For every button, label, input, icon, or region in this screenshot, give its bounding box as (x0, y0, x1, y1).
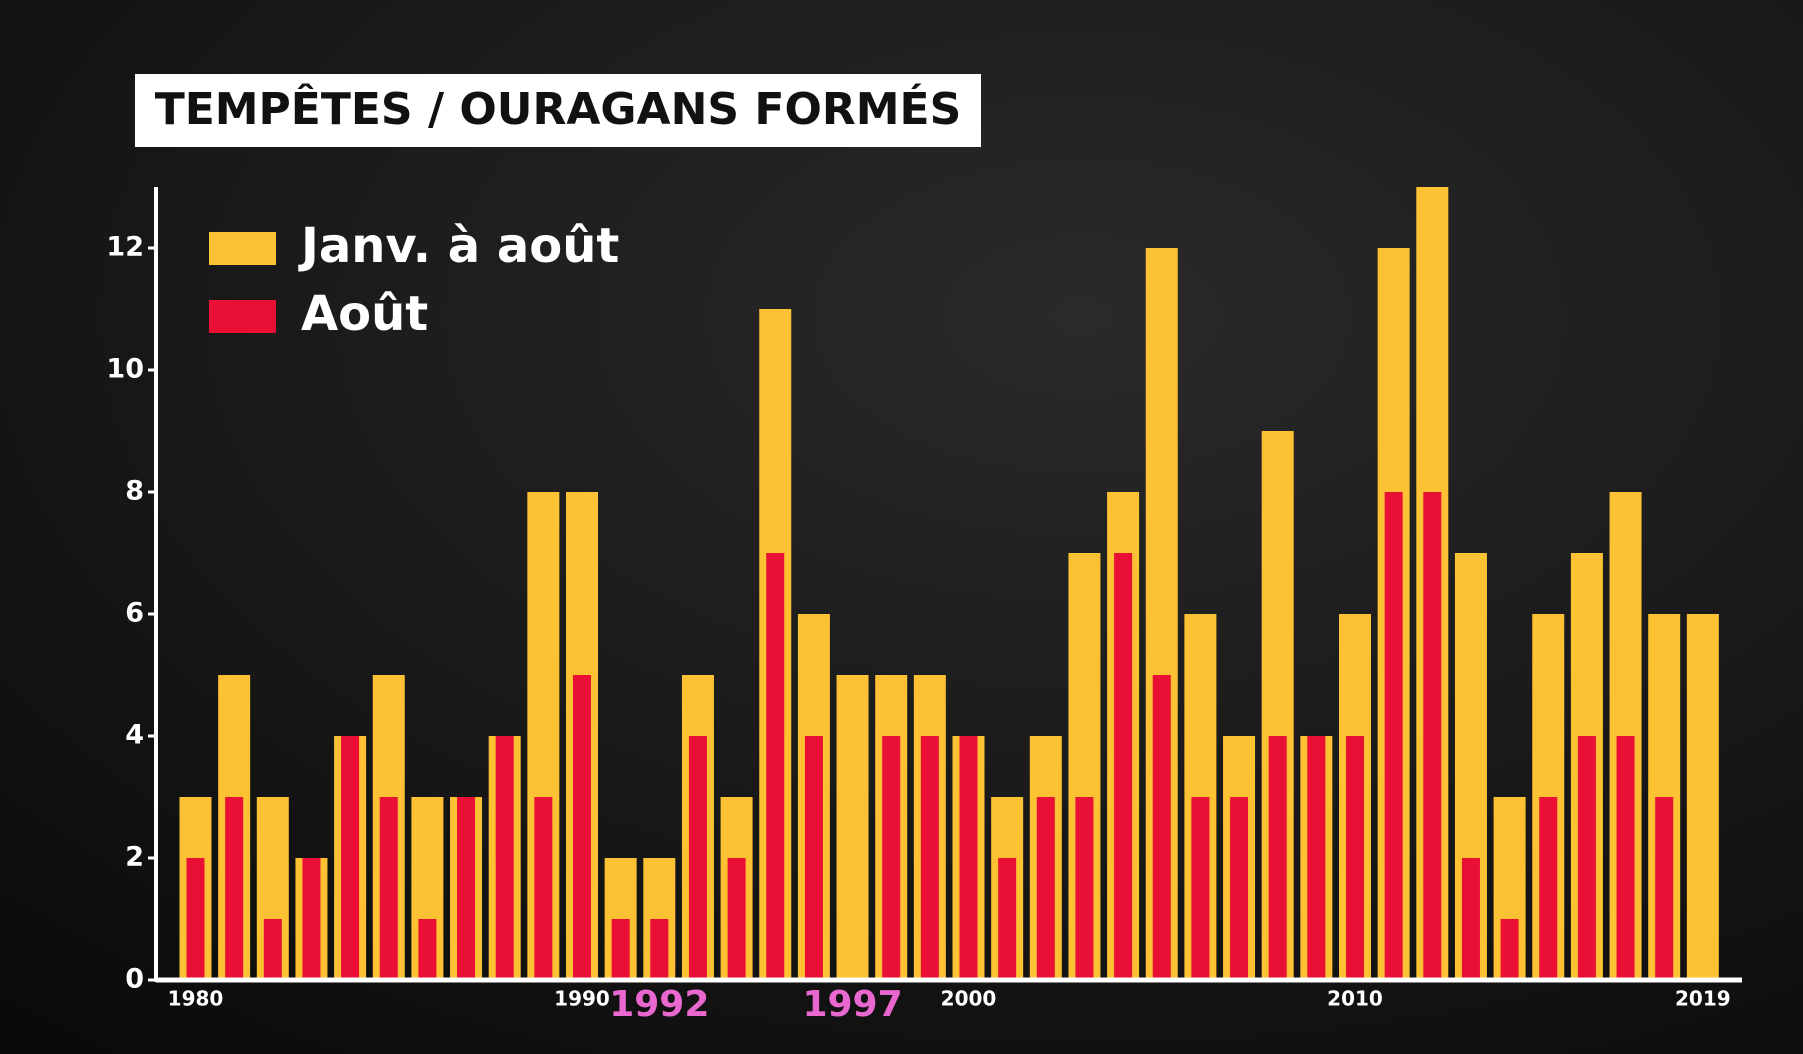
bar (573, 675, 591, 980)
bar (1114, 553, 1133, 980)
bar (920, 736, 939, 980)
bar (1500, 919, 1519, 980)
legend-swatch (209, 232, 276, 265)
bar (611, 919, 630, 980)
bar (836, 675, 869, 980)
bar (804, 736, 823, 980)
bar (1461, 858, 1480, 980)
y-tick-label: 8 (125, 476, 144, 507)
bar (650, 919, 669, 980)
bar (225, 797, 244, 980)
bar (418, 919, 437, 980)
legend-swatch (209, 300, 276, 333)
y-tick-label: 10 (106, 354, 144, 385)
bar (1268, 736, 1287, 980)
bar (1655, 797, 1674, 980)
bar (302, 858, 321, 980)
y-tick-label: 2 (125, 842, 144, 873)
y-tick-label: 0 (125, 964, 144, 995)
y-tick-label: 12 (106, 232, 144, 263)
bar (688, 736, 707, 980)
bar (341, 736, 360, 980)
x-tick-label: 2000 (941, 987, 997, 1011)
bar (534, 797, 553, 980)
bar (727, 858, 746, 980)
bar (186, 858, 205, 980)
bar (1616, 736, 1635, 980)
x-tick-label: 2010 (1327, 987, 1383, 1011)
y-tick-label: 4 (125, 720, 144, 751)
bar (379, 797, 398, 980)
bar (1577, 736, 1596, 980)
bar (1191, 797, 1210, 980)
x-tick-label: 2019 (1675, 987, 1731, 1011)
bar (457, 797, 476, 980)
bar (1152, 675, 1171, 980)
bar (1539, 797, 1558, 980)
bar (766, 553, 785, 980)
legend-label: Janv. à août (298, 218, 619, 274)
bar (959, 736, 978, 980)
bar (1075, 797, 1094, 980)
bar (1230, 797, 1249, 980)
bar (1036, 797, 1055, 980)
y-tick-label: 6 (125, 598, 144, 629)
x-tick-label: 1980 (168, 987, 224, 1011)
bar (882, 736, 901, 980)
bar (998, 858, 1017, 980)
bar (1423, 492, 1442, 980)
chart-title: TEMPÊTES / OURAGANS FORMÉS (155, 82, 962, 135)
bar (495, 736, 514, 980)
bar (1384, 492, 1403, 980)
legend-label: Août (301, 286, 428, 342)
bar (1307, 736, 1326, 980)
bar (1346, 736, 1364, 980)
bar (263, 919, 282, 980)
x-tick-label: 1992 (609, 984, 709, 1025)
bar (1686, 614, 1719, 980)
title-box (135, 74, 981, 147)
x-tick-label: 1997 (802, 984, 902, 1025)
x-tick-label: 1990 (554, 987, 610, 1011)
